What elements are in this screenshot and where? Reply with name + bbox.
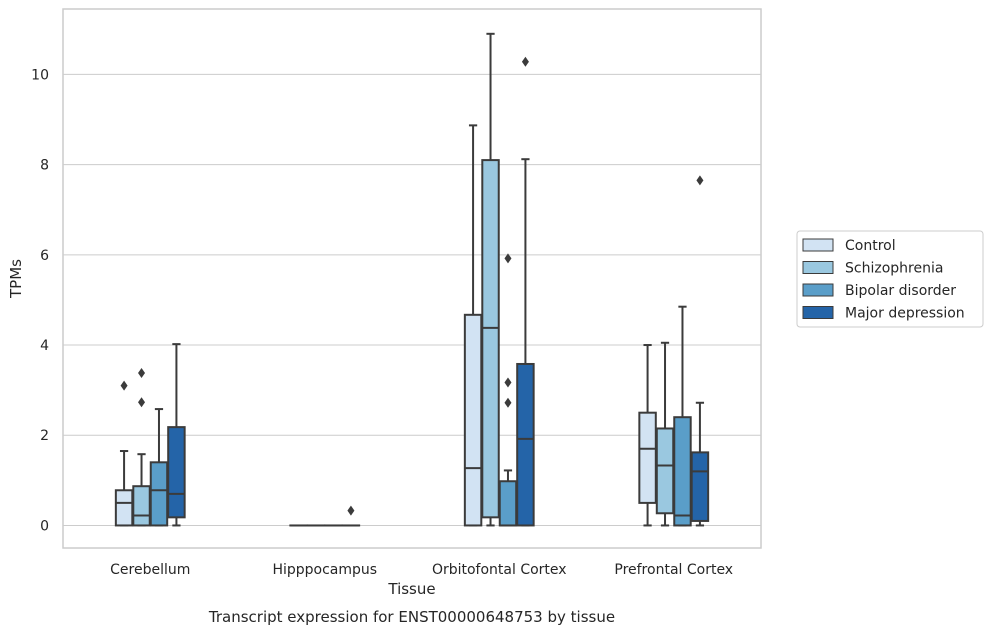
y-tick-label: 2 — [40, 428, 49, 444]
box-plot-series — [114, 32, 710, 527]
outlier-point — [120, 380, 128, 391]
box — [690, 175, 710, 527]
y-axis-label: TPMs — [7, 259, 25, 299]
box-rect — [149, 461, 169, 527]
legend-swatch — [802, 283, 834, 297]
box — [498, 253, 518, 527]
outlier-point — [504, 397, 512, 408]
box-rect — [516, 362, 535, 527]
box — [132, 367, 151, 527]
box — [516, 56, 535, 527]
series-bipolar-disorder — [149, 253, 692, 527]
outlier-point — [138, 397, 146, 408]
outlier-point — [504, 377, 512, 388]
x-tick-label: Prefrontal Cortex — [614, 562, 733, 578]
box-rect — [690, 451, 710, 522]
x-tick-label: Orbitofontal Cortex — [432, 562, 567, 578]
box-rect — [638, 411, 657, 504]
chart-caption: Transcript expression for ENST0000064875… — [208, 608, 615, 626]
series-major-depression — [167, 56, 710, 527]
outlier-point — [138, 367, 146, 378]
legend-label: Bipolar disorder — [845, 283, 956, 299]
box — [673, 305, 692, 527]
outlier-point — [347, 505, 355, 516]
box-rect — [481, 159, 500, 519]
box — [341, 505, 361, 527]
x-axis-label: Tissue — [387, 580, 435, 598]
y-tick-label: 6 — [40, 248, 49, 264]
box — [655, 341, 675, 527]
y-tick-label: 4 — [40, 338, 49, 354]
legend-label: Major depression — [845, 306, 965, 322]
box — [167, 343, 186, 527]
y-tick-label: 10 — [31, 67, 49, 83]
box — [481, 32, 500, 527]
x-axis-ticks: Cerebellum Hipppocampus Orbitofontal Corte… — [110, 562, 733, 578]
legend-swatch — [802, 238, 834, 252]
box-rect — [114, 489, 134, 527]
series-control — [114, 124, 657, 527]
outlier-point — [504, 253, 512, 264]
series-schizophrenia — [132, 32, 675, 527]
box-rect — [673, 416, 692, 527]
y-axis-ticks: 0 2 4 6 8 10 — [31, 67, 49, 534]
box-rect — [498, 480, 518, 527]
box-rect — [655, 427, 675, 515]
x-tick-label: Cerebellum — [110, 562, 190, 578]
plot-frame — [62, 8, 762, 549]
legend: Control Schizophrenia Bipolar disorder Majo… — [796, 230, 984, 328]
box — [114, 380, 134, 527]
box-rect — [167, 426, 186, 519]
outlier-point — [521, 56, 529, 67]
outlier-point — [696, 175, 704, 186]
legend-frame — [796, 230, 984, 328]
y-tick-label: 8 — [40, 158, 49, 174]
legend-swatch — [802, 261, 834, 274]
legend-label: Control — [845, 238, 896, 254]
box — [149, 408, 169, 527]
legend-label: Schizophrenia — [845, 261, 943, 277]
x-tick-label: Hipppocampus — [272, 562, 377, 578]
legend-swatch — [802, 306, 834, 319]
box — [638, 344, 657, 527]
box — [463, 124, 483, 527]
box-rect — [132, 485, 151, 527]
box-rect — [463, 313, 483, 527]
y-tick-label: 0 — [40, 518, 49, 534]
